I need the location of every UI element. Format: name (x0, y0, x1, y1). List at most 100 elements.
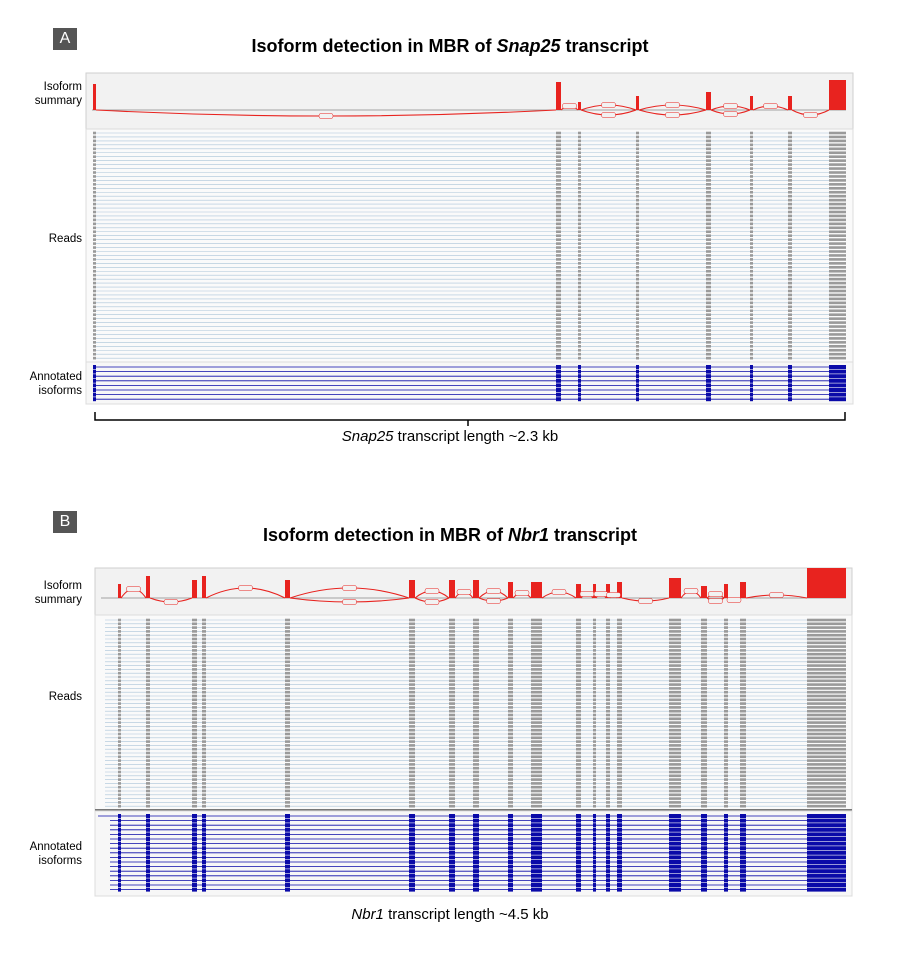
read-exon-block (829, 226, 846, 230)
read-exon-block (750, 175, 753, 178)
isoform-exon-block (701, 837, 707, 841)
read-exon-block (473, 652, 479, 656)
read-exon-block (636, 147, 639, 151)
read-exon-block (118, 664, 121, 667)
read-exon-block (750, 348, 753, 352)
read-exon-block (93, 175, 96, 178)
read-exon-block (669, 698, 681, 702)
read-exon-block (750, 269, 753, 273)
read-exon-block (706, 190, 711, 194)
read-exon-block (807, 793, 846, 797)
panel-b-title-gene: Nbr1 (507, 525, 549, 545)
read-exon-block (669, 656, 681, 660)
read-exon-block (409, 633, 415, 637)
read-exon-block (285, 721, 290, 724)
read-exon-block (473, 721, 479, 724)
read-exon-block (706, 143, 711, 147)
read-exon-block (473, 679, 479, 683)
read-exon-block (118, 770, 121, 774)
read-exon-block (829, 305, 846, 309)
isoform-exon-block (593, 837, 596, 841)
read-exon-block (578, 321, 581, 324)
isoform-exon-block (593, 827, 596, 832)
isoform-exon-block (578, 383, 581, 388)
read-exon-block (202, 652, 206, 656)
read-exon-block (576, 679, 581, 683)
read-exon-block (706, 356, 711, 360)
panel-b-caption-rest: transcript length ~4.5 kb (383, 906, 549, 923)
read-exon-block (701, 801, 707, 804)
read-exon-block (606, 721, 610, 724)
read-exon-block (118, 801, 121, 804)
read-exon-block (740, 789, 746, 793)
read-exon-block (192, 709, 197, 713)
isoform-exon-block (146, 869, 150, 874)
read-exon-block (202, 687, 206, 690)
read-exon-block (636, 301, 639, 305)
read-exon-block (636, 242, 639, 245)
read-exon-block (706, 281, 711, 285)
isoform-exon-block (202, 832, 206, 837)
coverage-block (706, 92, 711, 110)
read-exon-block (508, 797, 513, 800)
read-exon-block (788, 309, 792, 313)
read-exon-block (706, 313, 711, 316)
isoform-exon-block (449, 841, 455, 846)
panel-b-title-suffix: transcript (548, 525, 638, 545)
isoform-exon-block (576, 841, 581, 846)
isoform-exon-block (593, 864, 596, 869)
isoform-exon-block (531, 869, 542, 874)
read-exon-block (750, 333, 753, 336)
read-exon-block (93, 147, 96, 151)
isoform-exon-block (807, 869, 846, 874)
read-exon-block (576, 740, 581, 743)
read-exon-block (617, 736, 622, 740)
read-exon-block (617, 740, 622, 743)
read-exon-block (807, 690, 846, 694)
read-exon-block (556, 155, 561, 158)
isoform-exon-block (285, 827, 290, 832)
read-exon-block (473, 789, 479, 793)
isoform-exon-block (669, 827, 681, 832)
read-exon-block (636, 341, 639, 344)
read-exon-block (750, 163, 753, 166)
read-exon-block (606, 687, 610, 690)
isoform-exon-block (285, 887, 290, 892)
read-exon-block (617, 717, 622, 721)
read-exon-block (636, 230, 639, 234)
read-exon-block (636, 246, 639, 249)
coverage-block (146, 576, 150, 598)
read-exon-block (202, 770, 206, 774)
isoform-exon-block (593, 869, 596, 874)
isoform-exon-block (669, 878, 681, 883)
isoform-exon-block (192, 837, 197, 841)
read-exon-block (531, 626, 542, 629)
read-exon-block (701, 736, 707, 740)
read-exon-block (701, 698, 707, 702)
read-exon-block (508, 744, 513, 747)
read-exon-block (409, 683, 415, 686)
read-exon-block (576, 744, 581, 747)
read-exon-block (285, 633, 290, 637)
read-exon-block (473, 774, 479, 778)
read-exon-block (578, 187, 581, 190)
isoform-exon-block (409, 827, 415, 832)
read-exon-block (202, 664, 206, 667)
isoform-exon-block (701, 873, 707, 878)
read-exon-block (473, 804, 479, 808)
read-exon-block (556, 194, 561, 198)
read-exon-block (750, 131, 753, 135)
read-exon-block (750, 151, 753, 155)
read-exon-block (724, 789, 728, 793)
isoform-exon-block (531, 837, 542, 841)
isoform-exon-block (556, 383, 561, 388)
read-exon-block (508, 633, 513, 637)
read-exon-block (409, 679, 415, 683)
isoform-exon-block (669, 846, 681, 851)
isoform-exon-block (146, 818, 150, 823)
read-exon-block (473, 747, 479, 751)
isoform-exon-block (829, 378, 846, 383)
read-exon-block (146, 804, 150, 808)
read-exon-block (788, 230, 792, 234)
isoform-exon-block (118, 873, 121, 878)
